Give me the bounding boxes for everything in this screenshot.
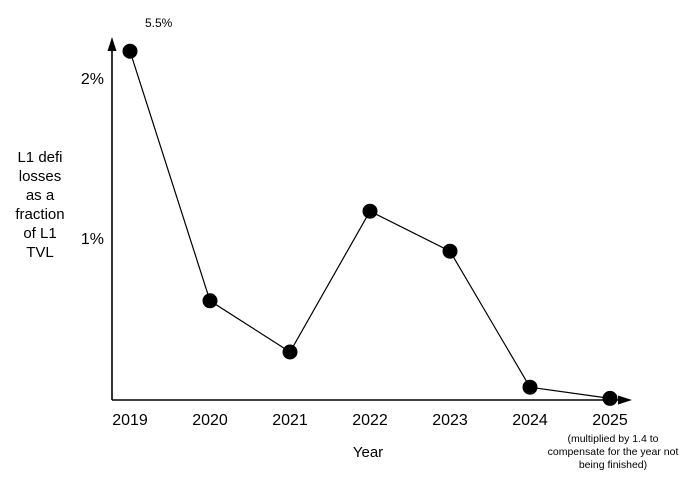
x-tick-label-2024: 2024 <box>512 412 548 429</box>
footnote-line: (multiplied by 1.4 to <box>567 433 659 445</box>
data-point-2019 <box>122 43 138 59</box>
x-tick-label-2019: 2019 <box>112 412 148 429</box>
footnote-annotation: (multiplied by 1.4 to compensate for the … <box>523 433 700 472</box>
data-point-2022 <box>362 203 378 219</box>
data-point-2020 <box>202 293 218 309</box>
y-axis-title-line: losses <box>18 168 62 185</box>
data-line <box>129 51 611 399</box>
y-axis-title-line: as a <box>25 187 55 204</box>
y-axis-arrowhead <box>107 37 117 51</box>
footnote-line: compensate for the year not <box>547 446 679 458</box>
data-point-2021 <box>282 344 298 360</box>
x-tick-label-2022: 2022 <box>352 412 388 429</box>
x-tick-label-2021: 2021 <box>272 412 308 429</box>
y-tick-label-1: 1% <box>80 231 104 248</box>
data-point-2025 <box>602 390 618 406</box>
x-axis-title: Year <box>352 444 384 461</box>
x-tick-label-2020: 2020 <box>192 412 228 429</box>
y-axis-title: L1 defi losses as a fraction of L1 TVL <box>0 148 80 262</box>
x-tick-label-2025: 2025 <box>592 412 628 429</box>
footnote-line: being finished) <box>578 459 648 471</box>
y-axis-title-line: TVL <box>26 244 54 261</box>
y-axis-title-line: fraction <box>15 206 65 223</box>
peak-value-annotation: 5.5% <box>145 16 173 30</box>
data-point-2024 <box>522 379 538 395</box>
y-tick-label-2: 2% <box>80 71 104 88</box>
data-point-2023 <box>442 243 458 259</box>
y-axis-title-line: of L1 <box>23 225 57 242</box>
x-axis-arrowhead <box>618 395 632 405</box>
y-axis-title-line: L1 defi <box>17 149 63 166</box>
x-tick-label-2023: 2023 <box>432 412 468 429</box>
